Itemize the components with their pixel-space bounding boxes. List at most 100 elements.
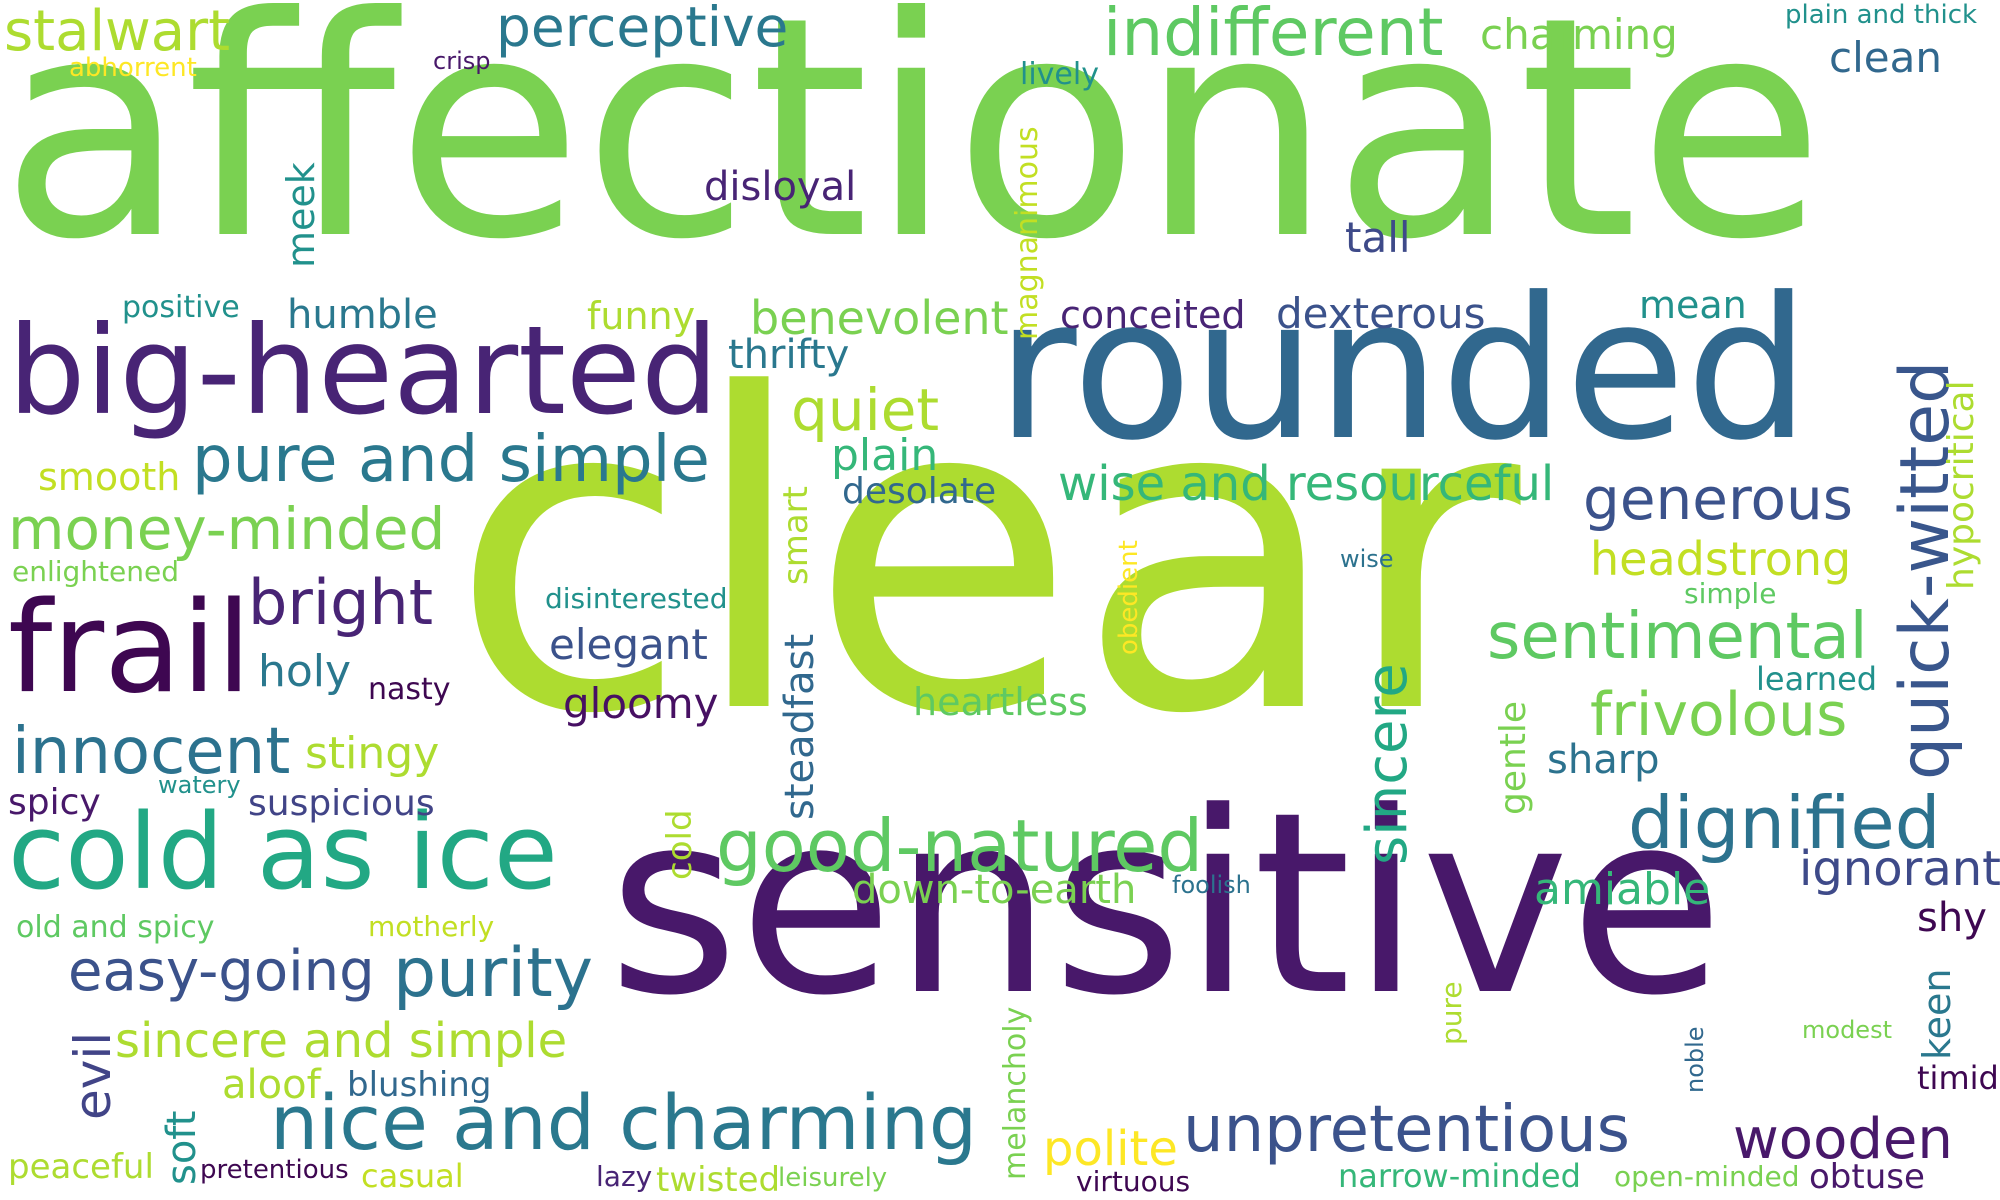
word-virtuous: virtuous (1076, 1165, 1191, 1198)
word-ignorant: ignorant (1799, 841, 2000, 897)
word-narrow-minded: narrow-minded (1338, 1157, 1581, 1195)
word-casual: casual (361, 1157, 464, 1195)
word-modest: modest (1802, 1016, 1892, 1044)
word-good-natured: good-natured (716, 804, 1204, 888)
word-sincere: sincere (1355, 663, 1420, 865)
word-evil: evil (64, 1031, 122, 1120)
word-steadfast: steadfast (777, 633, 823, 820)
word-motherly: motherly (368, 910, 495, 943)
word-affectionate: affectionate (0, 0, 1825, 306)
word-frivolous: frivolous (1590, 680, 1848, 750)
word-disinterested: disinterested (545, 582, 728, 615)
word-desolate: desolate (842, 471, 997, 512)
word-quiet: quiet (791, 376, 940, 444)
word-simple: simple (1684, 577, 1777, 610)
word-peaceful: peaceful (8, 1147, 154, 1187)
word-pure-and-simple: pure and simple (192, 423, 710, 497)
word-timid: timid (1917, 1059, 1999, 1097)
word-sharp: sharp (1547, 737, 1660, 783)
word-aloof: aloof (222, 1062, 321, 1108)
word-holy: holy (258, 646, 352, 697)
word-amiable: amiable (1534, 864, 1711, 915)
word-spicy: spicy (8, 782, 101, 823)
word-obedient: obedient (1114, 540, 1144, 655)
word-positive: positive (122, 290, 240, 325)
word-gloomy: gloomy (563, 679, 719, 728)
word-frail: frail (8, 574, 252, 721)
word-pretentious: pretentious (200, 1155, 349, 1185)
word-sensitive: sensitive (608, 759, 1724, 1051)
word-melancholy: melancholy (998, 1006, 1033, 1180)
word-twisted: twisted (656, 1160, 781, 1200)
word-dignified: dignified (1628, 781, 1941, 865)
word-headstrong: headstrong (1590, 532, 1852, 586)
word-clear: clear (450, 304, 1521, 809)
word-rounded: rounded (996, 256, 1811, 484)
word-open-minded: open-minded (1614, 1160, 1800, 1193)
word-perceptive: perceptive (496, 0, 789, 59)
word-magnanimous: magnanimous (1010, 126, 1045, 340)
word-nice-and-charming: nice and charming (270, 1078, 978, 1167)
word-mean: mean (1639, 283, 1747, 327)
word-foolish: foolish (1172, 871, 1251, 899)
word-funny: funny (587, 294, 696, 338)
word-humble: humble (287, 292, 438, 338)
word-wise: wise (1340, 545, 1394, 573)
word-money-minded: money-minded (8, 495, 446, 563)
word-pure: pure (1435, 981, 1468, 1045)
word-lively: lively (1020, 57, 1099, 92)
word-benevolent: benevolent (750, 291, 1009, 345)
word-plain: plain (831, 430, 939, 481)
word-heartless: heartless (913, 680, 1088, 724)
word-nasty: nasty (368, 672, 451, 707)
word-sincere-and-simple: sincere and simple (115, 1013, 568, 1069)
word-sentimental: sentimental (1487, 600, 1868, 674)
word-smart: smart (776, 486, 816, 585)
word-leisurely: leisurely (778, 1163, 888, 1193)
word-soft: soft (159, 1110, 205, 1185)
word-indifferent: indifferent (1103, 0, 1444, 71)
word-tall: tall (1345, 213, 1411, 262)
word-watery: watery (158, 771, 241, 799)
word-purity: purity (393, 934, 594, 1013)
word-easy-going: easy-going (68, 939, 375, 1004)
word-thrifty: thrifty (728, 332, 850, 378)
word-elegant: elegant (549, 620, 708, 669)
word-big-hearted: big-hearted (8, 300, 719, 442)
word-abhorrent: abhorrent (69, 53, 197, 83)
word-disloyal: disloyal (704, 164, 857, 210)
word-clean: clean (1829, 33, 1942, 82)
word-wise-and-resourceful: wise and resourceful (1058, 456, 1555, 512)
word-cold: cold (660, 809, 700, 880)
word-hypocritical: hypocritical (1941, 380, 1982, 590)
word-stalwart: stalwart (4, 0, 231, 64)
word-meek: meek (279, 162, 323, 268)
word-obtuse: obtuse (1809, 1157, 1925, 1197)
word-charming: charming (1480, 10, 1678, 59)
word-generous: generous (1583, 465, 1853, 533)
word-keen: keen (1915, 968, 1959, 1061)
word-down-to-earth: down-to-earth (852, 867, 1137, 913)
word-shy: shy (1917, 895, 1987, 941)
word-noble: noble (1681, 1026, 1709, 1093)
word-conceited: conceited (1060, 293, 1246, 337)
word-suspicious: suspicious (248, 783, 435, 824)
word-blushing: blushing (347, 1065, 492, 1105)
word-cold-as-ice: cold as ice (8, 791, 558, 913)
word-lazy: lazy (596, 1160, 653, 1193)
word-polite: polite (1043, 1121, 1178, 1177)
word-smooth: smooth (38, 455, 181, 499)
word-unpretentious: unpretentious (1183, 1093, 1630, 1167)
word-wooden: wooden (1733, 1107, 1953, 1172)
word-learned: learned (1756, 660, 1878, 698)
word-old-and-spicy: old and spicy (16, 910, 215, 945)
word-innocent: innocent (12, 715, 291, 789)
word-enlightened: enlightened (12, 555, 180, 588)
word-stingy: stingy (305, 728, 440, 779)
word-dexterous: dexterous (1276, 289, 1486, 338)
word-gentle: gentle (1493, 700, 1534, 815)
word-plain-and-thick: plain and thick (1785, 0, 1978, 30)
word-bright: bright (248, 566, 434, 639)
word-crisp: crisp (433, 47, 491, 75)
